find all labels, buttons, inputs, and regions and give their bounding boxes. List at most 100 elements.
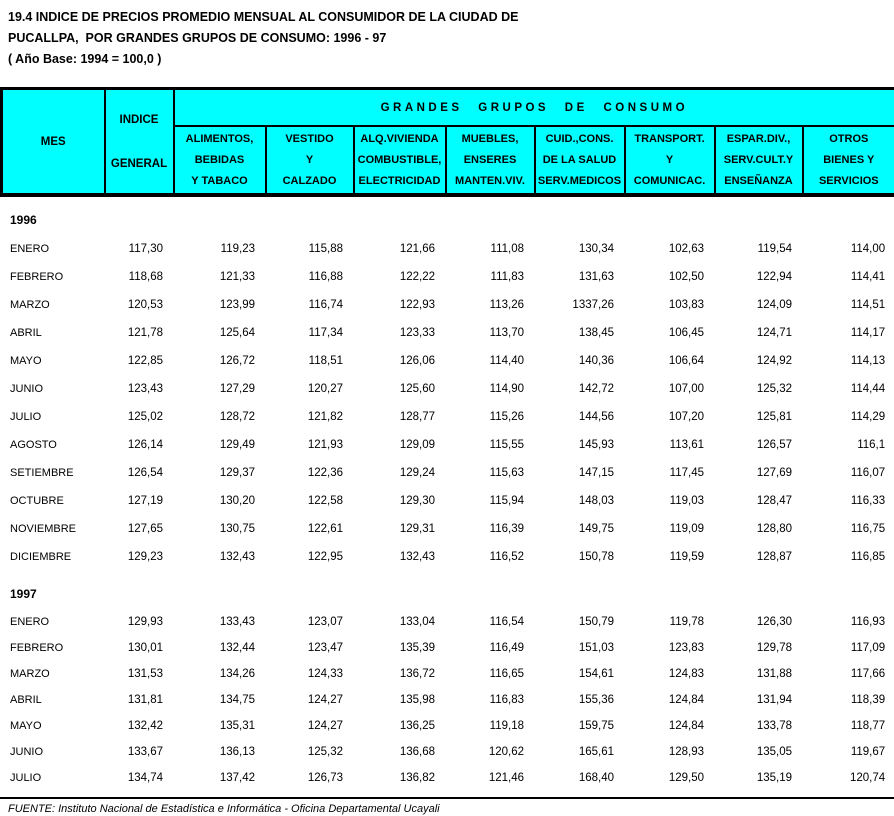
value-cell: 128,93	[668, 746, 704, 758]
value-cell: 118,68	[128, 271, 163, 283]
header-line: INDICE	[119, 113, 159, 126]
value-cell: 127,19	[127, 495, 163, 507]
table-row: MAYO 132,42 135,31 124,27 136,25 119,18 159,75…	[0, 713, 894, 739]
value-cell: 121,93	[307, 439, 343, 451]
value-cell: 150,79	[578, 616, 614, 628]
value-cell: 119,23	[220, 243, 255, 255]
value-cell: 120,74	[849, 772, 886, 784]
value-cell: 149,75	[578, 523, 614, 535]
year-row: 1996	[0, 197, 894, 235]
title-block: 19.4 INDICE DE PRECIOS PROMEDIO MENSUAL …	[0, 0, 894, 70]
value-cell: 126,72	[219, 355, 255, 367]
value-cell: 125,32	[307, 746, 343, 758]
value-cell: 117,45	[669, 467, 704, 479]
table-row: NOVIEMBRE 127,65 130,75 122,61 129,31 116,39 1…	[0, 515, 894, 543]
value-cell: 129,93	[127, 616, 163, 628]
value-cell: 119,09	[669, 523, 704, 535]
table-row: MARZO 120,53 123,99 116,74 122,93 113,26 1337,…	[0, 291, 894, 319]
value-cell: 129,37	[219, 467, 255, 479]
value-cell: 144,56	[578, 411, 614, 423]
value-cell: 119,59	[669, 551, 704, 563]
value-cell: 132,42	[127, 720, 163, 732]
value-cell: 116,07	[850, 467, 886, 479]
value-cell: 130,75	[219, 523, 255, 535]
value-cell: 133,67	[127, 746, 163, 758]
value-cell: 122,85	[127, 355, 163, 367]
value-cell: 126,30	[756, 616, 792, 628]
value-cell: 145,93	[578, 439, 614, 451]
value-cell: 132,44	[219, 642, 255, 654]
value-cell: 136,13	[219, 746, 255, 758]
value-cell: 115,26	[489, 411, 524, 423]
col-header-alimentos: ALIMENTOS, BEBIDAS Y TABACO	[172, 125, 267, 196]
month-cell: MARZO	[10, 299, 50, 311]
value-cell: 1337,26	[572, 299, 614, 311]
month-cell: MAYO	[10, 720, 42, 732]
value-cell: 136,72	[399, 668, 435, 680]
value-cell: 128,87	[756, 551, 792, 563]
value-cell: 133,78	[756, 720, 792, 732]
value-cell: 135,31	[219, 720, 255, 732]
month-cell: FEBRERO	[10, 271, 64, 283]
value-cell: 114,51	[850, 299, 886, 311]
col-header-esparcimiento: ESPAR.DIV., SERV.CULT.Y ENSEÑANZA	[713, 125, 804, 196]
value-cell: 116,54	[489, 616, 524, 628]
value-cell: 114,00	[850, 243, 886, 255]
value-cell: 124,84	[668, 694, 704, 706]
value-cell: 124,84	[668, 720, 704, 732]
header-line: Y	[665, 153, 674, 166]
value-cell: 111,83	[490, 271, 524, 283]
value-cell: 135,05	[756, 746, 792, 758]
header-line: DE LA SALUD	[542, 153, 617, 166]
value-cell: 119,67	[850, 746, 886, 758]
header-line: ALQ.VIVIENDA	[360, 132, 439, 145]
month-cell: MARZO	[10, 668, 50, 680]
month-cell: FEBRERO	[10, 642, 64, 654]
value-cell: 114,17	[850, 327, 886, 339]
value-cell: 121,66	[399, 243, 435, 255]
value-cell: 123,43	[127, 383, 163, 395]
value-cell: 126,54	[127, 467, 163, 479]
value-cell: 129,24	[399, 467, 435, 479]
value-cell: 159,75	[578, 720, 614, 732]
value-cell: 131,88	[756, 668, 792, 680]
header-line: ENSERES	[463, 153, 517, 166]
value-cell: 168,40	[578, 772, 614, 784]
value-cell: 132,43	[219, 551, 255, 563]
value-cell: 128,77	[399, 411, 435, 423]
value-cell: 119,54	[757, 243, 792, 255]
value-cell: 134,74	[127, 772, 163, 784]
table-row: AGOSTO 126,14 129,49 121,93 129,09 115,55 145,…	[0, 431, 894, 459]
value-cell: 142,72	[578, 383, 614, 395]
value-cell: 165,61	[578, 746, 614, 758]
col-header-otros: OTROS BIENES Y SERVICIOS	[801, 125, 894, 196]
month-cell: ABRIL	[10, 327, 42, 339]
table-row: MAYO 122,85 126,72 118,51 126,06 114,40 140,36…	[0, 347, 894, 375]
col-header-indice-general: INDICE GENERAL	[103, 87, 175, 196]
value-cell: 131,63	[578, 271, 614, 283]
value-cell: 123,83	[668, 642, 704, 654]
value-cell: 128,47	[756, 495, 792, 507]
value-cell: 114,44	[850, 383, 886, 395]
value-cell: 119,78	[669, 616, 704, 628]
value-cell: 123,33	[399, 327, 435, 339]
value-cell: 122,58	[307, 495, 343, 507]
col-header-vestido: VESTIDO Y CALZADO	[264, 125, 355, 196]
value-cell: 119,03	[669, 495, 704, 507]
table-row: JULIO 125,02 128,72 121,82 128,77 115,26 144,5…	[0, 403, 894, 431]
month-cell: JUNIO	[10, 383, 43, 395]
header-line: CUID.,CONS.	[545, 132, 614, 145]
value-cell: 129,30	[399, 495, 435, 507]
header-line: TRANSPORT.	[634, 132, 705, 145]
value-cell: 124,83	[668, 668, 704, 680]
value-cell: 115,63	[489, 467, 524, 479]
value-cell: 122,95	[307, 551, 343, 563]
value-cell: 122,93	[399, 299, 435, 311]
value-cell: 113,61	[669, 439, 704, 451]
value-cell: 121,82	[307, 411, 343, 423]
value-cell: 126,06	[399, 355, 435, 367]
month-cell: JUNIO	[10, 746, 43, 758]
header-line: ALIMENTOS,	[185, 132, 254, 145]
group-title-grandes-grupos: GRANDES GRUPOS DE CONSUMO	[172, 87, 894, 127]
month-cell: DICIEMBRE	[10, 551, 72, 563]
